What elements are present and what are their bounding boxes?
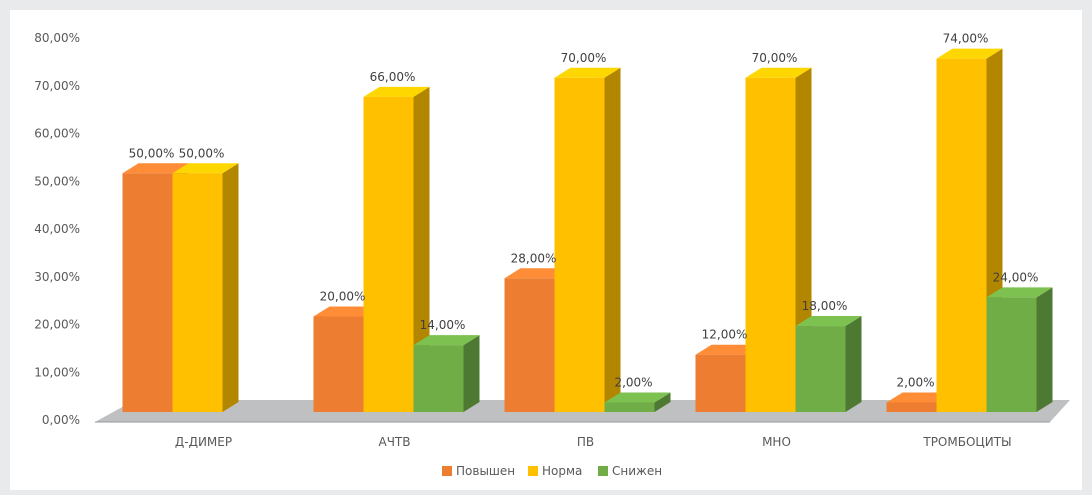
bar-front bbox=[936, 58, 987, 413]
y-tick-label: 50,00% bbox=[34, 174, 80, 188]
legend-label: Повышен bbox=[456, 464, 515, 478]
y-tick-label: 30,00% bbox=[34, 270, 80, 284]
legend-swatch bbox=[598, 466, 608, 476]
bar-top bbox=[745, 67, 812, 78]
legend-item: Норма bbox=[528, 464, 582, 478]
bar-front bbox=[313, 316, 364, 412]
bar-Норма-ПВ bbox=[554, 67, 621, 412]
x-tick-label: ПВ bbox=[577, 435, 594, 449]
data-label: 70,00% bbox=[561, 51, 607, 65]
x-tick-label: ТРОМБОЦИТЫ bbox=[922, 435, 1011, 449]
y-tick-label: 60,00% bbox=[34, 127, 80, 141]
data-label: 28,00% bbox=[511, 251, 557, 265]
bar-top bbox=[313, 306, 380, 317]
y-tick-label: 10,00% bbox=[34, 365, 80, 379]
legend-swatch bbox=[528, 466, 538, 476]
data-label: 14,00% bbox=[420, 318, 466, 332]
bar-front bbox=[695, 354, 746, 412]
bar-top bbox=[795, 316, 862, 327]
bar-side bbox=[463, 335, 480, 412]
bar-Снижен-АЧТВ bbox=[413, 335, 480, 412]
bar-top bbox=[604, 392, 671, 403]
data-label: 24,00% bbox=[993, 270, 1039, 284]
bar-front bbox=[172, 173, 223, 412]
bar-top bbox=[554, 67, 621, 78]
legend-label: Норма bbox=[542, 464, 582, 478]
y-tick-label: 40,00% bbox=[34, 222, 80, 236]
bar-Снижен-МНО bbox=[795, 316, 862, 412]
bars bbox=[122, 48, 1053, 413]
bar-Снижен-ТРОМБОЦИТЫ bbox=[986, 287, 1053, 412]
bar-front bbox=[986, 297, 1037, 412]
bar-front bbox=[504, 278, 555, 412]
y-tick-label: 70,00% bbox=[34, 79, 80, 93]
data-label: 66,00% bbox=[370, 70, 416, 84]
bar-side bbox=[604, 67, 621, 412]
data-label: 12,00% bbox=[702, 328, 748, 342]
x-tick-label: МНО bbox=[762, 435, 791, 449]
bar-side bbox=[845, 316, 862, 412]
legend-item: Снижен bbox=[598, 464, 662, 478]
data-labels: 50,00% 50,00% 20,00% 66,00% 14,00% 28,00% 70,0… bbox=[129, 32, 1039, 390]
bar-top bbox=[504, 268, 571, 279]
data-label: 70,00% bbox=[752, 51, 798, 65]
bar-Норма-ТРОМБОЦИТЫ bbox=[936, 48, 1003, 413]
bar-Норма-Д-ДИМЕР bbox=[172, 163, 239, 412]
bar-front bbox=[745, 77, 796, 412]
y-tick-label: 0,00% bbox=[42, 413, 80, 427]
bar-top bbox=[695, 344, 762, 355]
bar-side bbox=[222, 163, 239, 412]
y-tick-label: 80,00% bbox=[34, 31, 80, 45]
legend: Повышен Норма Снижен bbox=[442, 464, 662, 478]
bar-top bbox=[122, 163, 189, 174]
legend-label: Снижен bbox=[612, 464, 662, 478]
bar-Норма-МНО bbox=[745, 67, 812, 412]
bar-front bbox=[795, 326, 846, 412]
bar-side bbox=[413, 86, 430, 412]
bar-top bbox=[172, 163, 239, 174]
legend-item: Повышен bbox=[442, 464, 515, 478]
bar-front bbox=[554, 77, 605, 412]
bar-side bbox=[654, 392, 671, 412]
bar-Норма-АЧТВ bbox=[363, 86, 430, 412]
bar-side bbox=[1036, 287, 1053, 412]
data-label: 50,00% bbox=[179, 146, 225, 160]
bar-top bbox=[413, 335, 480, 346]
data-label: 50,00% bbox=[129, 146, 175, 160]
bar-chart: 0,00% 10,00% 20,00% 30,00% 40,00% 50,00% 60,00… bbox=[34, 31, 1070, 478]
data-label: 20,00% bbox=[320, 290, 366, 304]
bar-front bbox=[604, 402, 655, 412]
bar-top bbox=[886, 392, 953, 403]
bar-top bbox=[986, 287, 1053, 298]
data-label: 74,00% bbox=[943, 32, 989, 46]
bar-front bbox=[413, 345, 464, 412]
bar-top bbox=[936, 48, 1003, 59]
y-tick-label: 20,00% bbox=[34, 318, 80, 332]
data-label: 2,00% bbox=[614, 375, 652, 389]
chart-container: 0,00% 10,00% 20,00% 30,00% 40,00% 50,00% 60,00… bbox=[10, 10, 1082, 490]
y-axis: 0,00% 10,00% 20,00% 30,00% 40,00% 50,00% 60,00… bbox=[34, 31, 80, 427]
legend-swatch bbox=[442, 466, 452, 476]
bar-Снижен-ПВ bbox=[604, 392, 671, 412]
bar-front bbox=[122, 173, 173, 412]
bar-top bbox=[363, 86, 430, 97]
bar-front bbox=[886, 402, 937, 412]
x-tick-label: Д-ДИМЕР bbox=[175, 435, 232, 449]
data-label: 18,00% bbox=[802, 299, 848, 313]
x-tick-label: АЧТВ bbox=[379, 435, 411, 449]
bar-front bbox=[363, 96, 414, 412]
data-label: 2,00% bbox=[896, 375, 934, 389]
